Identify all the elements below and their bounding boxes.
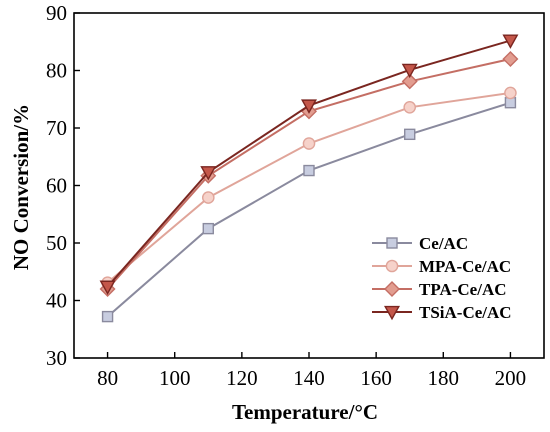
series-Ce/AC — [101, 96, 517, 323]
series-TSiA-Ce/AC — [99, 34, 519, 295]
legend-label: Ce/AC — [419, 234, 468, 253]
x-axis-title: Temperature/°C — [232, 400, 378, 424]
data-point — [502, 51, 519, 67]
legend-marker — [384, 305, 400, 321]
x-tick-label: 80 — [97, 366, 118, 390]
legend-entry: TSiA-Ce/AC — [372, 303, 512, 322]
x-tick-label: 180 — [428, 366, 460, 390]
y-tick-label: 50 — [46, 231, 67, 255]
legend-label: MPA-Ce/AC — [419, 257, 511, 276]
y-tick-label: 40 — [46, 289, 67, 313]
data-point — [201, 191, 215, 204]
legend-marker — [386, 237, 398, 249]
y-tick-label: 30 — [46, 346, 67, 370]
x-tick-label: 100 — [159, 366, 191, 390]
data-point — [401, 73, 418, 90]
data-point — [401, 63, 418, 79]
data-point — [301, 99, 317, 114]
legend-marker — [384, 281, 400, 297]
data-point — [200, 166, 217, 181]
x-tick-label: 200 — [495, 366, 527, 390]
legend-label: TPA-Ce/AC — [419, 280, 507, 299]
data-point — [302, 137, 316, 150]
data-point — [404, 128, 416, 141]
data-point — [303, 164, 315, 177]
series-layer — [99, 34, 519, 323]
legend-marker — [385, 259, 399, 273]
data-point — [101, 310, 114, 323]
legend: Ce/AC MPA-Ce/AC TPA-Ce/AC TSiA-Ce/AC — [372, 234, 512, 322]
y-tick-label: 80 — [46, 59, 67, 83]
x-tick-label: 160 — [360, 366, 392, 390]
axes: 80 100 120 140 160 180 200 30 40 50 60 70 80 90 — [46, 1, 545, 390]
legend-entry: TPA-Ce/AC — [372, 280, 507, 299]
y-tick-label: 90 — [46, 1, 67, 25]
data-point — [99, 280, 116, 295]
y-tick-label: 70 — [46, 116, 67, 140]
legend-entry: MPA-Ce/AC — [372, 257, 511, 276]
y-tick-label: 60 — [46, 174, 67, 198]
x-tick-label: 120 — [226, 366, 258, 390]
data-point — [504, 86, 517, 100]
data-point — [403, 101, 417, 114]
data-point — [502, 34, 519, 49]
y-axis-title: NO Conversion/% — [9, 104, 33, 270]
series-MPA-Ce/AC — [101, 86, 517, 289]
x-tick-label: 140 — [293, 366, 325, 390]
legend-entry: Ce/AC — [372, 234, 468, 253]
data-point — [202, 222, 214, 235]
legend-label: TSiA-Ce/AC — [419, 303, 512, 322]
